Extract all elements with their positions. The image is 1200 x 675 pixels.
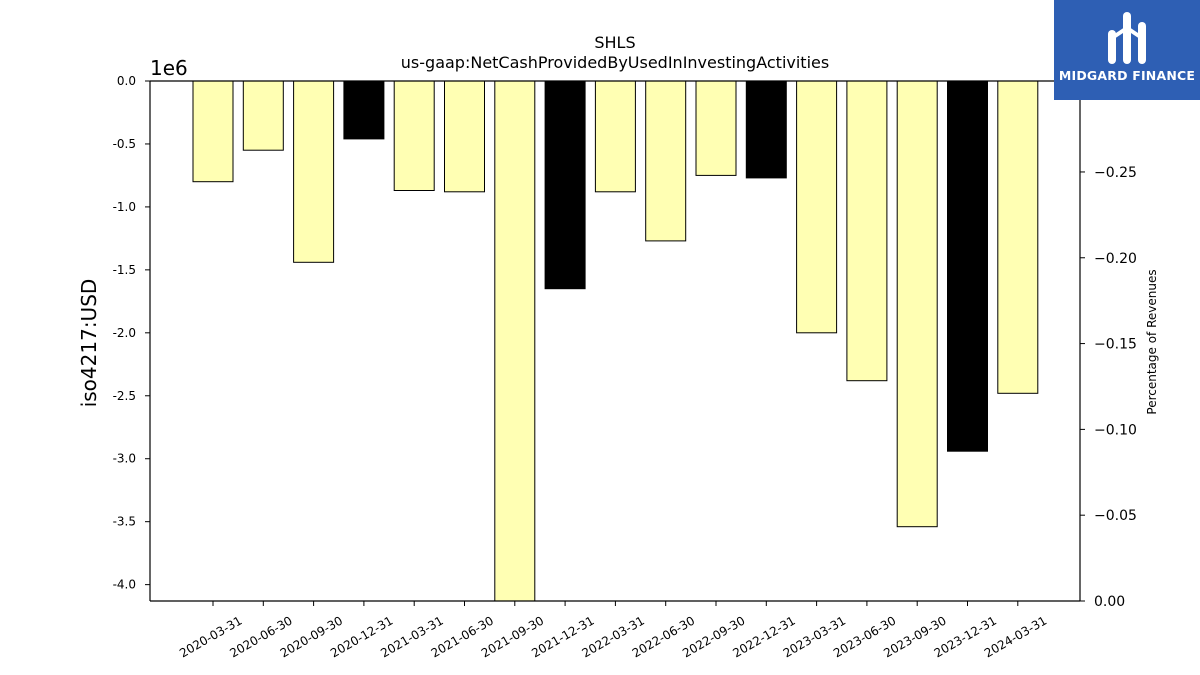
chart-subtitle: us-gaap:NetCashProvidedByUsedInInvesting… (401, 53, 829, 72)
bar-2023-12-31 (947, 80, 988, 452)
bar-2023-03-31 (796, 80, 838, 334)
y-tick-label: -0.5 (113, 137, 136, 151)
logo-mark-icon (1108, 12, 1146, 64)
bar-2021-06-30 (444, 80, 485, 193)
y-axis-label: iso4217:USD (77, 279, 101, 408)
bar-2020-12-31 (343, 80, 385, 140)
bar-2022-12-31 (745, 80, 787, 179)
y2-tick-label: −0.10 (1094, 422, 1137, 438)
y2-tick-label: −0.25 (1094, 165, 1137, 181)
y-offset-label: 1e6 (150, 56, 188, 80)
bar-2022-09-30 (695, 80, 737, 176)
y-tick-label: -1.0 (113, 200, 136, 214)
bar-2023-09-30 (896, 80, 938, 528)
bar-2021-03-31 (393, 80, 435, 191)
logo-text: MIDGARD FINANCE (1058, 68, 1196, 83)
y-tick-label: -4.0 (113, 578, 136, 592)
chart-title: SHLS (594, 33, 635, 52)
y2-tick-label: −0.15 (1094, 337, 1137, 353)
y-tick-label: -2.5 (113, 389, 136, 403)
bars-group (192, 80, 1039, 602)
bar-2024-03-31 (997, 80, 1039, 394)
y-tick-label: -1.5 (113, 263, 136, 277)
y-tick-label: -3.5 (113, 515, 136, 529)
bar-2022-03-31 (594, 80, 636, 193)
bar-2021-09-30 (494, 80, 536, 602)
y-tick-label: -2.0 (113, 326, 136, 340)
y2-tick-label: −0.05 (1094, 508, 1137, 524)
midgard-finance-logo: MIDGARD FINANCE (1054, 0, 1200, 100)
y2-axis-label: Percentage of Revenues (1145, 269, 1159, 414)
y-tick-label: -3.0 (113, 452, 136, 466)
y2-tick-label: −0.20 (1094, 251, 1137, 267)
bar-2020-06-30 (242, 80, 284, 151)
bar-2020-03-31 (192, 80, 234, 183)
bar-2020-09-30 (293, 80, 335, 263)
y2-tick-label: 0.00 (1094, 594, 1125, 610)
bar-2023-06-30 (846, 80, 888, 382)
y-tick-label: 0.0 (117, 74, 136, 88)
bar-2021-12-31 (544, 80, 586, 290)
bar-2022-06-30 (645, 80, 687, 242)
